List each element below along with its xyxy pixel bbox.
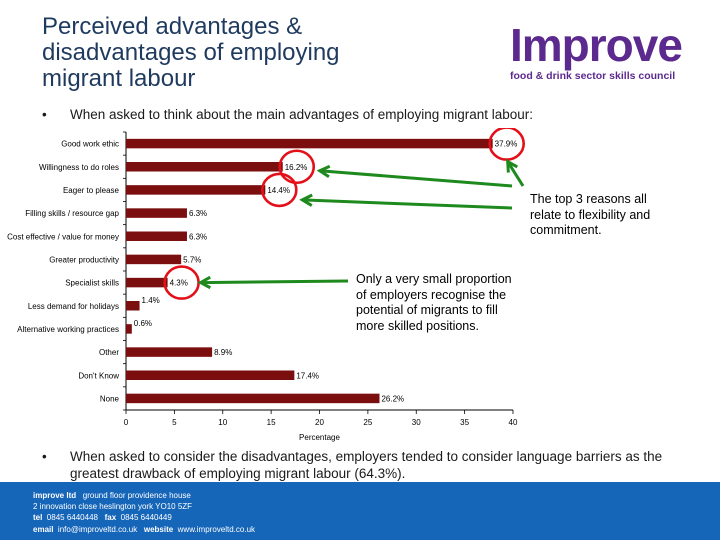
x-axis-title: Percentage <box>299 433 340 442</box>
disadvantages-bullet: • When asked to consider the disadvantag… <box>42 448 692 482</box>
bar <box>126 208 187 218</box>
footer-website-link[interactable]: www.improveltd.co.uk <box>177 524 256 534</box>
highlight-circle <box>278 149 316 185</box>
footer-fax: 0845 6440449 <box>120 513 172 523</box>
arrow-head <box>316 164 331 179</box>
value-label: 6.3% <box>189 209 207 218</box>
bar <box>126 393 380 404</box>
callout-arrow <box>299 193 513 210</box>
bar <box>126 254 182 265</box>
category-label: Cost effective / value for money <box>7 232 119 241</box>
bar <box>126 370 295 380</box>
page-title: Perceived advantages & disadvantages of … <box>42 14 462 92</box>
callout-arrow <box>197 275 349 290</box>
value-label: 17.4% <box>296 371 319 380</box>
chart-bars: Good work ethic 37.9% Willingness to do ro… <box>7 138 518 404</box>
category-label: Less demand for holidays <box>28 302 119 311</box>
value-label: 26.2% <box>381 394 404 403</box>
improve-logo: Improve food & drink sector skills counc… <box>510 22 706 82</box>
x-tick-label: 5 <box>172 418 177 427</box>
category-label: Specialist skills <box>65 279 119 288</box>
x-tick-label: 10 <box>218 418 227 427</box>
x-tick-label: 20 <box>315 418 324 427</box>
bullet-text: When asked to think about the main advan… <box>70 107 534 122</box>
x-tick-label: 30 <box>412 418 421 427</box>
bullet-dot: • <box>42 449 47 464</box>
value-label: 16.2% <box>285 163 308 172</box>
footer-tel-label: tel <box>33 513 43 523</box>
category-label: Good work ethic <box>61 140 119 149</box>
callout-arrow <box>506 158 525 187</box>
footer-address1: ground floor providence house <box>82 491 191 500</box>
x-tick-label: 0 <box>124 418 129 427</box>
bar <box>126 277 168 288</box>
value-label: 14.4% <box>267 186 290 195</box>
category-label: Filling skills / resource gap <box>25 209 119 218</box>
category-label: Eager to please <box>63 186 120 195</box>
bar <box>126 301 140 311</box>
footer-company: improve ltd <box>33 491 77 500</box>
category-label: Greater productivity <box>49 255 119 264</box>
title-line-3: migrant labour <box>42 65 196 92</box>
callout-specialist-skills: Only a very small proportion of employer… <box>356 272 512 333</box>
value-label: 8.9% <box>214 348 232 357</box>
advantages-bullet: • When asked to think about the main adv… <box>42 106 682 123</box>
arrow-head <box>299 193 313 207</box>
arrow-head <box>506 158 519 173</box>
bar <box>126 324 132 334</box>
bullet-dot: • <box>42 107 47 122</box>
category-label: Alternative working practices <box>17 325 119 334</box>
footer: improve ltd ground floor providence hous… <box>0 482 720 540</box>
category-label: Willingness to do roles <box>39 163 119 172</box>
category-label: Don't Know <box>78 371 119 380</box>
category-label: Other <box>99 348 119 357</box>
bar <box>126 231 187 241</box>
x-tick-label: 25 <box>363 418 372 427</box>
value-label: 4.3% <box>170 279 188 288</box>
value-label: 6.3% <box>189 232 207 241</box>
category-label: None <box>100 394 120 403</box>
bar <box>126 138 493 149</box>
chart-annotations <box>163 128 525 300</box>
arrow-head <box>197 275 212 290</box>
bar <box>126 162 283 172</box>
arrow-shaft <box>506 160 525 187</box>
bar <box>126 185 266 195</box>
value-label: 0.6% <box>134 319 152 328</box>
callout-top-three: The top 3 reasons all relate to flexibil… <box>530 192 651 237</box>
title-line-2: disadvantages of employing <box>42 39 340 66</box>
callout-arrow <box>316 164 513 188</box>
bullet-text: When asked to consider the disadvantages… <box>70 449 663 481</box>
footer-website-label: website <box>143 524 174 534</box>
arrow-shaft <box>200 279 349 285</box>
advantages-bar-chart: 0 5 10 15 20 25 30 35 40 Percentage Good work eth… <box>7 128 525 442</box>
footer-tel: 0845 6440448 <box>46 513 98 523</box>
x-tick-label: 40 <box>509 418 518 427</box>
bar <box>126 347 213 357</box>
value-label: 5.7% <box>183 255 201 264</box>
value-label: 37.9% <box>495 140 518 149</box>
highlight-circle <box>261 172 298 208</box>
logo-wordmark: Improve <box>510 19 683 71</box>
x-tick-label: 35 <box>460 418 469 427</box>
footer-address2: 2 innovation close heslington york YO10 … <box>33 502 193 512</box>
chart-axes: 0 5 10 15 20 25 30 35 40 Percentage <box>123 131 518 442</box>
arrow-shaft <box>302 198 513 210</box>
logo-tagline: food & drink sector skills council <box>510 70 676 82</box>
footer-email-link[interactable]: info@improveltd.co.uk <box>57 524 138 534</box>
value-label: 1.4% <box>142 296 160 305</box>
title-line-1: Perceived advantages & <box>42 13 303 40</box>
arrow-shaft <box>319 169 513 188</box>
footer-fax-label: fax <box>104 513 117 523</box>
footer-email-label: email <box>33 524 54 534</box>
x-tick-label: 15 <box>267 418 276 427</box>
